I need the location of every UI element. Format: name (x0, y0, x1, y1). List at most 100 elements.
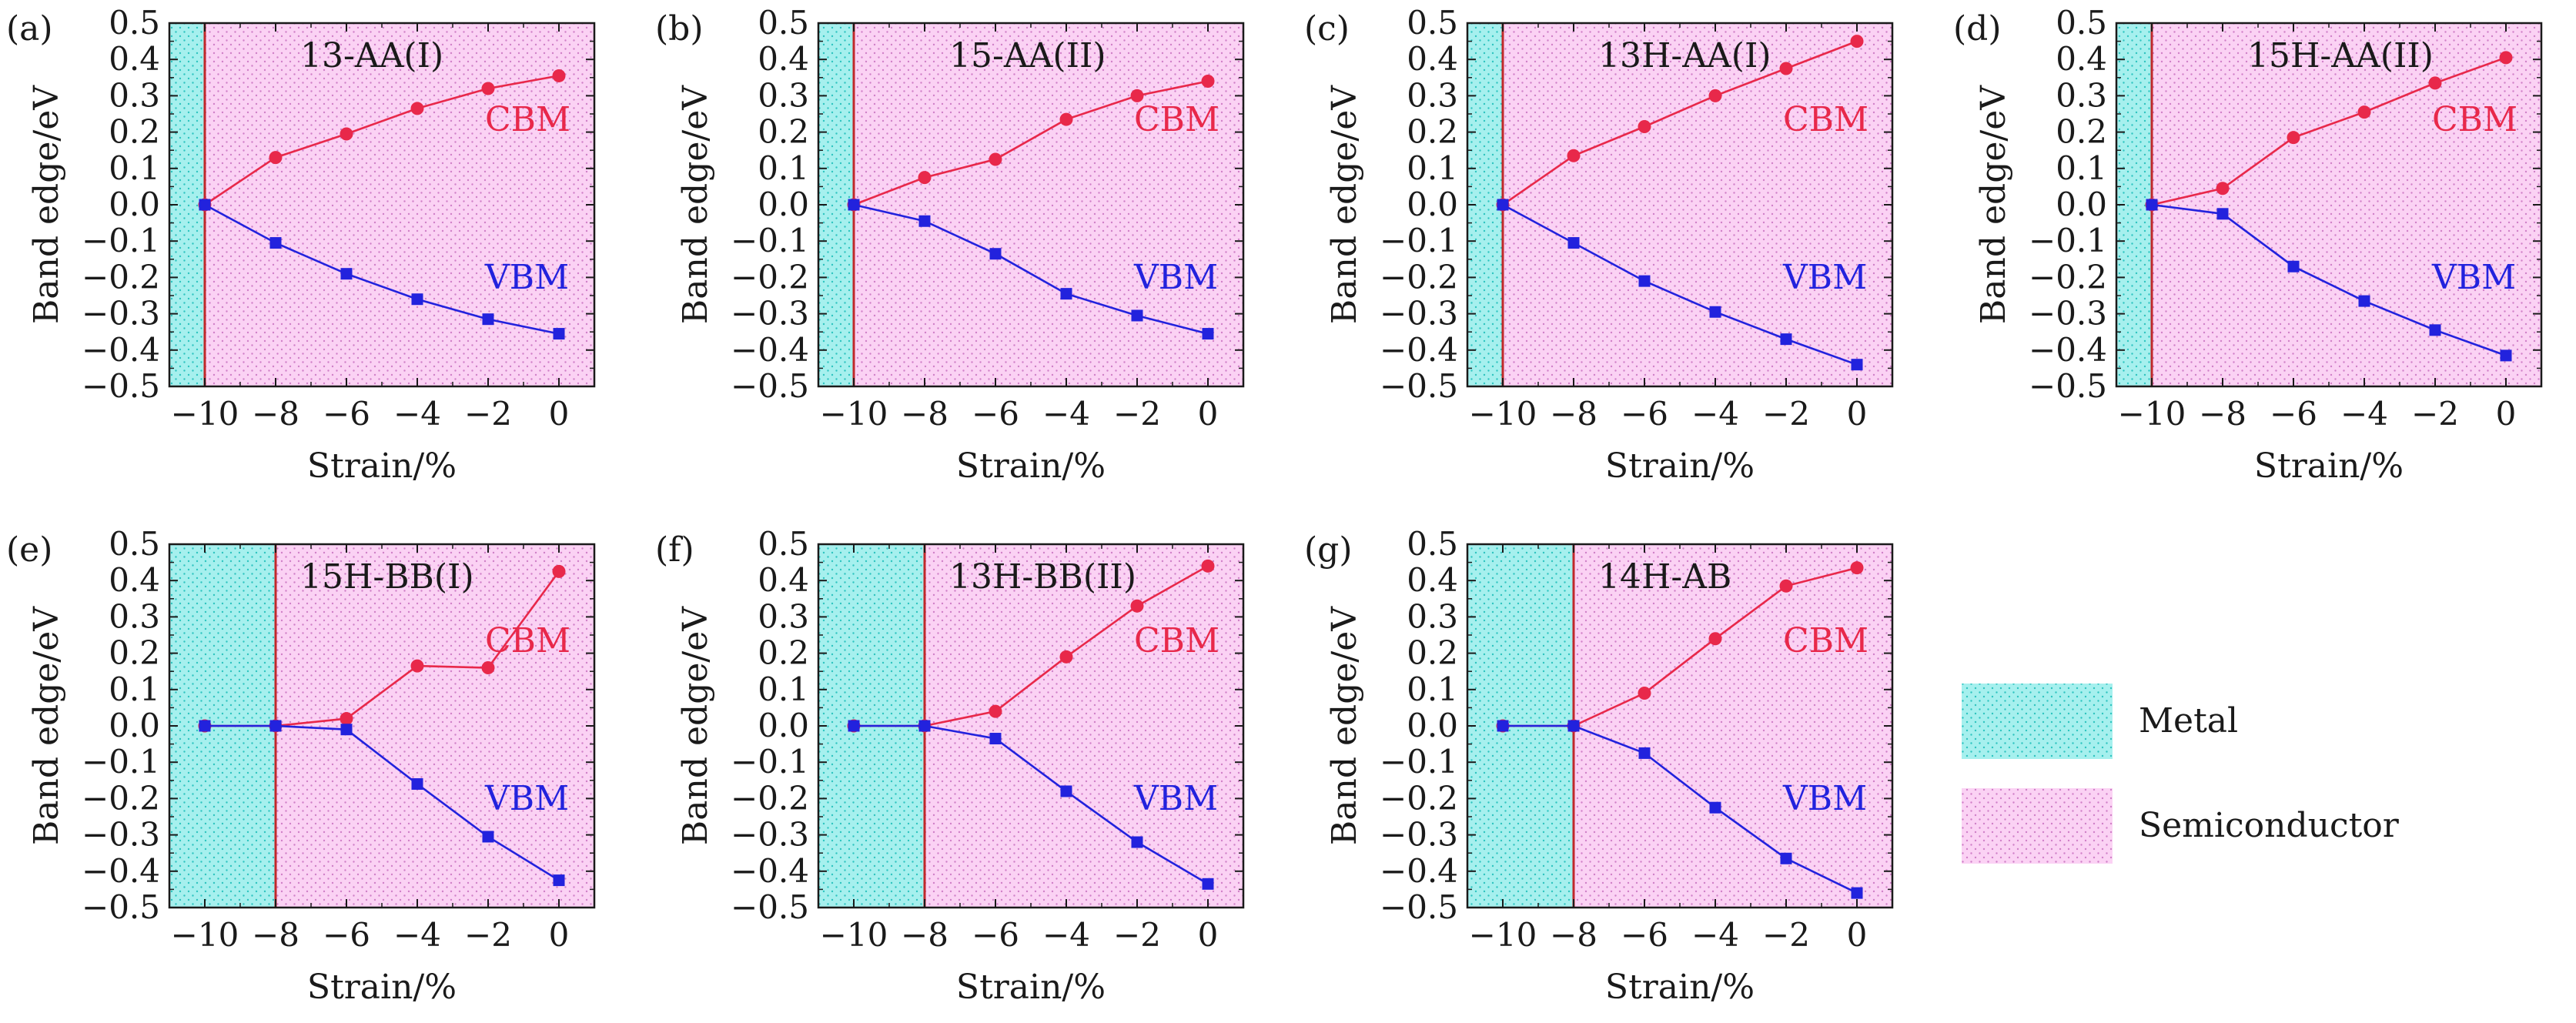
panel-letter: (f) (655, 530, 694, 570)
point-cbm (2216, 182, 2230, 196)
vbm-label: VBM (1133, 779, 1218, 818)
semiconductor-region (1574, 544, 1892, 908)
vbm-label: VBM (484, 258, 569, 297)
point-cbm (410, 102, 424, 115)
legend-metal-swatch (1962, 684, 2113, 759)
x-axis-label: Strain/% (307, 968, 457, 1007)
point-vbm (553, 874, 565, 887)
x-tick-label: −2 (1762, 916, 1810, 954)
x-tick-label: −4 (1042, 395, 1090, 433)
x-tick-label: 0 (549, 916, 570, 954)
y-tick-label: 0.5 (1407, 525, 1458, 563)
point-vbm (1567, 237, 1580, 249)
x-tick-label: −4 (393, 916, 441, 954)
point-cbm (989, 704, 1002, 718)
y-tick-label: −0.5 (82, 888, 160, 926)
y-tick-label: 0.2 (758, 113, 809, 151)
point-cbm (340, 712, 353, 726)
point-vbm (1709, 801, 1721, 814)
y-tick-label: 0.1 (758, 670, 809, 708)
y-tick-label: −0.4 (82, 331, 160, 369)
x-tick-label: −2 (464, 916, 512, 954)
point-vbm (269, 720, 282, 732)
y-tick-label: −0.1 (82, 222, 160, 259)
point-vbm (1202, 328, 1214, 340)
y-tick-label: 0.0 (1407, 186, 1458, 223)
point-cbm (1059, 650, 1073, 664)
point-vbm (1638, 275, 1651, 287)
y-tick-label: 0.5 (109, 4, 160, 42)
point-cbm (1708, 632, 1722, 646)
y-tick-label: 0.0 (758, 707, 809, 744)
point-vbm (482, 313, 494, 326)
y-tick-label: 0.5 (758, 525, 809, 563)
y-axis-label: Band edge/eV (1974, 85, 2013, 324)
point-vbm (1131, 836, 1143, 848)
point-cbm (989, 152, 1002, 166)
x-tick-label: −4 (1042, 916, 1090, 954)
x-tick-label: −8 (2199, 395, 2246, 433)
x-axis-label: Strain/% (956, 446, 1106, 486)
x-tick-label: −10 (2118, 395, 2186, 433)
series-line-vbm (1502, 203, 1858, 366)
panels: −0.5−0.4−0.3−0.2−0.10.00.10.20.30.40.5−1… (6, 4, 2543, 1007)
point-vbm (482, 831, 494, 843)
vbm-label: VBM (484, 779, 569, 818)
vbm-label: VBM (1782, 258, 1867, 297)
y-tick-label: −0.2 (82, 779, 160, 817)
point-cbm (410, 659, 424, 673)
cbm-label: CBM (1134, 100, 1219, 139)
panel-e: −0.5−0.4−0.3−0.2−0.10.00.10.20.30.40.5 −1… (6, 525, 596, 1007)
y-tick-label: −0.2 (731, 258, 809, 296)
y-tick-label: −0.4 (731, 852, 809, 890)
y-axis-label: Band edge/eV (27, 606, 66, 845)
point-cbm (1850, 35, 1864, 48)
point-cbm (340, 127, 353, 141)
point-vbm (989, 248, 1002, 260)
x-tick-label: −2 (2411, 395, 2459, 433)
point-vbm (1780, 852, 1792, 864)
point-cbm (1708, 89, 1722, 102)
y-tick-label: −0.1 (731, 222, 809, 259)
x-tick-label: −8 (901, 916, 948, 954)
x-tick-label: 0 (2496, 395, 2517, 433)
y-tick-label: −0.4 (2029, 331, 2107, 369)
point-vbm (1060, 288, 1072, 300)
x-tick-label: −6 (972, 395, 1019, 433)
x-tick-label: −4 (1691, 916, 1739, 954)
point-vbm (1780, 333, 1792, 346)
point-cbm (1850, 561, 1864, 575)
x-tick-label: −6 (1621, 395, 1668, 433)
panel-title: 15H-BB(I) (300, 557, 474, 597)
y-tick-label: 0.1 (109, 670, 160, 708)
vbm-label: VBM (2431, 258, 2516, 297)
y-tick-label: 0.4 (109, 40, 160, 78)
y-tick-label: 0.5 (1407, 4, 1458, 42)
point-cbm (2499, 51, 2513, 65)
point-cbm (1779, 579, 1793, 593)
point-vbm (2287, 260, 2300, 272)
series-line-cbm (1502, 40, 1858, 206)
x-tick-label: −6 (972, 916, 1019, 954)
y-tick-label: −0.4 (82, 852, 160, 890)
point-vbm (1567, 720, 1580, 732)
x-tick-label: −2 (1762, 395, 1810, 433)
y-tick-label: 0.3 (1407, 597, 1458, 635)
point-vbm (199, 720, 211, 732)
x-axis-label: Strain/% (2254, 446, 2404, 486)
point-vbm (918, 215, 931, 227)
point-vbm (340, 268, 353, 280)
panel-c: −0.5−0.4−0.3−0.2−0.10.00.10.20.30.40.5 −1… (1304, 4, 1894, 486)
y-axis-label: Band edge/eV (676, 85, 715, 324)
y-tick-label: −0.4 (731, 331, 809, 369)
panel-title: 13-AA(I) (300, 36, 443, 75)
y-tick-label: −0.2 (82, 258, 160, 296)
x-axis-label: Strain/% (1605, 446, 1755, 486)
y-tick-label: 0.5 (109, 525, 160, 563)
point-vbm (553, 328, 565, 340)
y-tick-label: −0.3 (731, 295, 809, 333)
cbm-label: CBM (485, 621, 570, 660)
x-tick-label: −4 (1691, 395, 1739, 433)
legend-metal-label: Metal (2139, 701, 2238, 741)
y-tick-label: 0.4 (1407, 561, 1458, 599)
